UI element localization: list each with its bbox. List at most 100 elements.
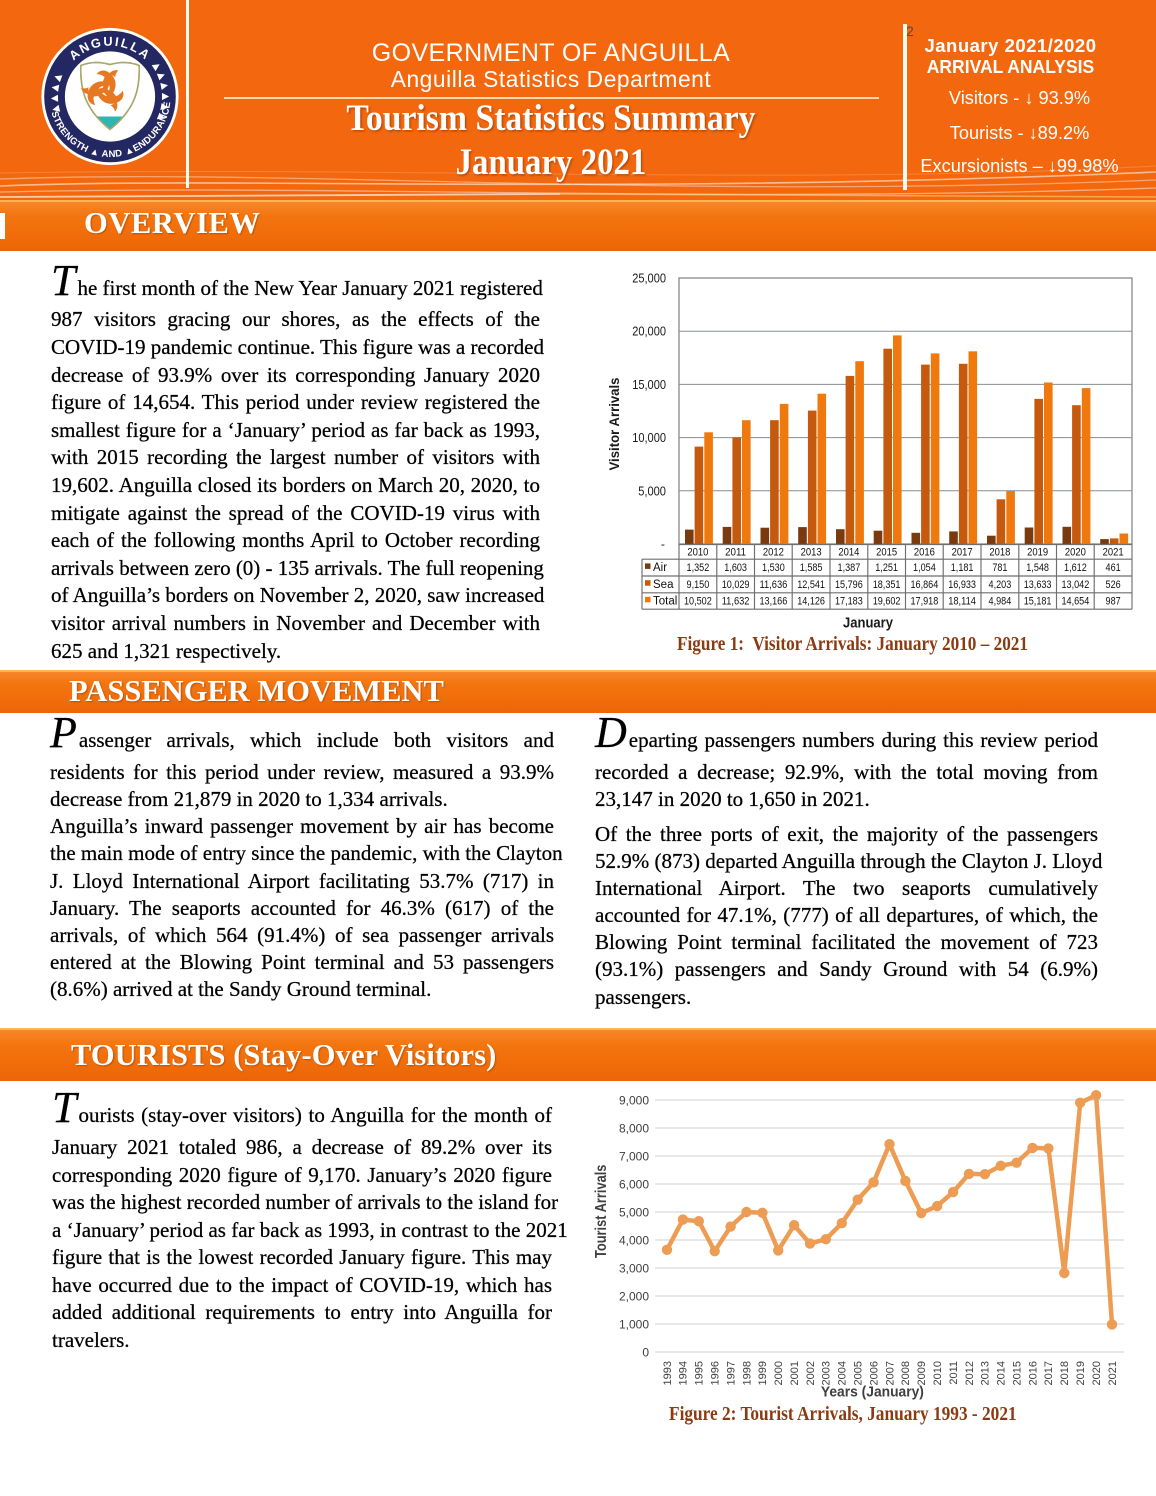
svg-text:2006: 2006 [868, 1361, 880, 1385]
svg-text:Air: Air [653, 562, 667, 574]
svg-text:1994: 1994 [678, 1361, 690, 1385]
svg-text:17,183: 17,183 [835, 596, 863, 608]
svg-text:2014: 2014 [996, 1361, 1008, 1385]
svg-text:2011: 2011 [948, 1361, 960, 1385]
svg-text:Tourist Arrivals: Tourist Arrivals [593, 1165, 610, 1259]
svg-text:1,585: 1,585 [800, 562, 823, 574]
svg-text:4,984: 4,984 [989, 596, 1012, 608]
svg-text:2016: 2016 [914, 547, 935, 559]
svg-text:8,000: 8,000 [619, 1121, 649, 1135]
svg-text:1,352: 1,352 [687, 562, 710, 574]
svg-text:15,796: 15,796 [835, 579, 863, 591]
svg-text:2010: 2010 [932, 1361, 944, 1385]
svg-text:11,636: 11,636 [760, 579, 788, 591]
svg-text:1996: 1996 [710, 1361, 722, 1385]
svg-text:3,000: 3,000 [619, 1261, 649, 1275]
svg-text:2019: 2019 [1075, 1361, 1087, 1385]
svg-text:2002: 2002 [805, 1361, 817, 1385]
svg-text:5,000: 5,000 [638, 484, 666, 498]
svg-text:1993: 1993 [662, 1361, 674, 1385]
svg-text:13,166: 13,166 [760, 596, 788, 608]
svg-text:781: 781 [992, 562, 1007, 574]
svg-text:1,000: 1,000 [619, 1317, 649, 1331]
svg-text:10,029: 10,029 [722, 579, 750, 591]
svg-text:1,054: 1,054 [913, 562, 936, 574]
svg-text:1997: 1997 [725, 1361, 737, 1385]
svg-text:0: 0 [642, 1345, 649, 1359]
svg-text:2014: 2014 [838, 547, 859, 559]
svg-text:2008: 2008 [900, 1361, 912, 1385]
svg-text:2016: 2016 [1027, 1361, 1039, 1385]
svg-text:18,114: 18,114 [948, 596, 976, 608]
svg-text:6,000: 6,000 [619, 1177, 649, 1191]
svg-text:987: 987 [1106, 596, 1121, 608]
svg-text:10,000: 10,000 [632, 431, 666, 445]
svg-text:13,633: 13,633 [1024, 579, 1052, 591]
svg-text:9,000: 9,000 [619, 1093, 649, 1107]
svg-text:2007: 2007 [884, 1361, 896, 1385]
svg-text:2009: 2009 [916, 1361, 928, 1385]
svg-text:1995: 1995 [694, 1361, 706, 1385]
svg-text:Total: Total [653, 596, 677, 608]
svg-text:2001: 2001 [789, 1361, 801, 1385]
svg-text:1,181: 1,181 [951, 562, 974, 574]
svg-text:2004: 2004 [837, 1361, 849, 1385]
svg-text:2013: 2013 [801, 547, 822, 559]
svg-text:2020: 2020 [1065, 547, 1086, 559]
svg-text:16,933: 16,933 [948, 579, 976, 591]
svg-text:2003: 2003 [821, 1361, 833, 1385]
svg-text:-: - [661, 537, 665, 551]
svg-text:17,918: 17,918 [911, 596, 939, 608]
svg-text:14,126: 14,126 [797, 596, 825, 608]
svg-text:Years (January): Years (January) [821, 1384, 924, 1401]
svg-text:25,000: 25,000 [632, 272, 666, 286]
svg-text:2,000: 2,000 [619, 1289, 649, 1303]
svg-text:2012: 2012 [964, 1361, 976, 1385]
svg-text:20,000: 20,000 [632, 325, 666, 339]
svg-text:4,203: 4,203 [989, 579, 1012, 591]
svg-text:1,387: 1,387 [838, 562, 861, 574]
svg-text:11,632: 11,632 [722, 596, 750, 608]
svg-text:2017: 2017 [1043, 1361, 1055, 1385]
svg-text:1,251: 1,251 [875, 562, 898, 574]
svg-text:2018: 2018 [989, 547, 1010, 559]
svg-text:Sea: Sea [653, 579, 674, 591]
svg-text:15,000: 15,000 [632, 378, 666, 392]
svg-text:16,864: 16,864 [911, 579, 939, 591]
svg-text:January: January [843, 616, 893, 632]
svg-text:461: 461 [1106, 562, 1121, 574]
svg-text:2010: 2010 [687, 547, 708, 559]
svg-text:2005: 2005 [853, 1361, 865, 1385]
svg-text:12,541: 12,541 [797, 579, 825, 591]
svg-text:2017: 2017 [952, 547, 973, 559]
svg-text:1,603: 1,603 [724, 562, 747, 574]
svg-text:2011: 2011 [725, 547, 746, 559]
svg-text:1,530: 1,530 [762, 562, 785, 574]
svg-text:9,150: 9,150 [687, 579, 710, 591]
svg-text:2012: 2012 [763, 547, 784, 559]
svg-text:2018: 2018 [1059, 1361, 1071, 1385]
svg-text:1998: 1998 [741, 1361, 753, 1385]
svg-text:526: 526 [1106, 579, 1121, 591]
svg-text:2015: 2015 [876, 547, 897, 559]
svg-text:1,612: 1,612 [1064, 562, 1087, 574]
svg-text:18,351: 18,351 [873, 579, 901, 591]
svg-text:1,548: 1,548 [1026, 562, 1049, 574]
svg-text:2021: 2021 [1103, 547, 1124, 559]
svg-text:14,654: 14,654 [1062, 596, 1090, 608]
svg-text:2000: 2000 [773, 1361, 785, 1385]
svg-text:2021: 2021 [1107, 1361, 1119, 1385]
svg-text:13,042: 13,042 [1062, 579, 1090, 591]
svg-text:Visitor Arrivals: Visitor Arrivals [606, 377, 622, 470]
svg-text:2019: 2019 [1027, 547, 1048, 559]
svg-text:2015: 2015 [1011, 1361, 1023, 1385]
svg-text:5,000: 5,000 [619, 1205, 649, 1219]
svg-text:2013: 2013 [980, 1361, 992, 1385]
svg-text:7,000: 7,000 [619, 1149, 649, 1163]
svg-text:15,181: 15,181 [1024, 596, 1052, 608]
svg-text:19,602: 19,602 [873, 596, 901, 608]
svg-text:1999: 1999 [757, 1361, 769, 1385]
svg-text:2020: 2020 [1091, 1361, 1103, 1385]
svg-text:10,502: 10,502 [684, 596, 712, 608]
svg-text:4,000: 4,000 [619, 1233, 649, 1247]
